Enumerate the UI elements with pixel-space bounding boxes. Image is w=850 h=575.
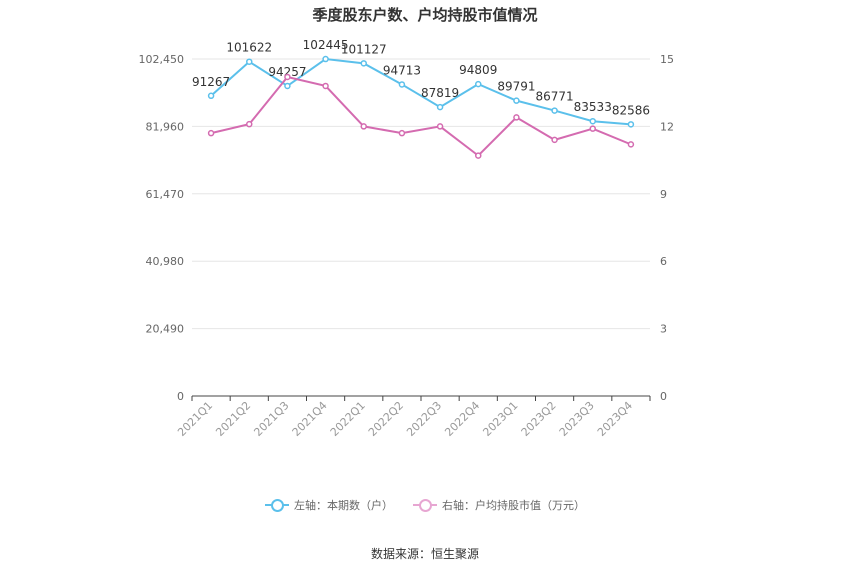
legend-right-label: 右轴：户均持股市值（万元） bbox=[442, 499, 585, 512]
series-2-point bbox=[246, 120, 253, 128]
data-label: 101127 bbox=[341, 42, 387, 56]
series-1-point bbox=[475, 80, 482, 88]
series-line-2 bbox=[210, 75, 632, 157]
series-2-point bbox=[475, 152, 482, 159]
series-2-point bbox=[284, 73, 291, 81]
series-1-point bbox=[207, 92, 215, 100]
left-axis-tick-label: 81,960 bbox=[146, 120, 185, 133]
left-axis-tick-label: 61,470 bbox=[146, 188, 185, 201]
right-axis-tick-label: 9 bbox=[660, 188, 667, 201]
legend-left-label: 左轴：本期数（户） bbox=[294, 499, 393, 512]
series-2-point bbox=[322, 82, 329, 90]
data-label: 87819 bbox=[421, 86, 459, 100]
right-axis-tick-label: 3 bbox=[660, 323, 667, 336]
legend-left-marker bbox=[265, 498, 289, 512]
left-axis-tick-label: 0 bbox=[177, 390, 184, 403]
right-axis-tick-label: 6 bbox=[660, 255, 667, 268]
data-label: 94809 bbox=[459, 63, 497, 77]
legend-item-left-series[interactable]: 左轴：本期数（户） bbox=[265, 497, 393, 513]
data-label: 83533 bbox=[574, 100, 612, 114]
x-axis-tick-label: 2023Q3 bbox=[557, 399, 597, 439]
x-axis-tick-label: 2021Q4 bbox=[290, 399, 330, 439]
left-axis-tick-label: 20,490 bbox=[146, 323, 185, 336]
series-1-point bbox=[589, 117, 596, 125]
data-label: 94713 bbox=[383, 63, 421, 77]
series-2-point bbox=[589, 125, 596, 132]
x-axis-tick-label: 2023Q4 bbox=[595, 399, 635, 439]
series-1-point bbox=[513, 97, 520, 104]
x-axis-tick-label: 2023Q1 bbox=[480, 399, 520, 439]
data-label: 102445 bbox=[303, 38, 349, 52]
series-2-point bbox=[436, 123, 444, 130]
x-axis-tick-label: 2022Q2 bbox=[366, 399, 406, 439]
series-1-point bbox=[436, 103, 444, 111]
right-axis-tick-label: 15 bbox=[660, 53, 674, 66]
x-axis-tick-label: 2022Q3 bbox=[404, 399, 444, 439]
series-1-point bbox=[398, 81, 406, 88]
left-axis-tick-label: 40,980 bbox=[146, 255, 185, 268]
legend-item-right-series[interactable]: 右轴：户均持股市值（万元） bbox=[413, 497, 585, 513]
series-2-point bbox=[513, 114, 520, 121]
x-axis-tick-label: 2021Q1 bbox=[175, 399, 215, 439]
x-axis-tick-label: 2022Q1 bbox=[328, 399, 368, 439]
data-source: 数据来源：恒生聚源 bbox=[370, 547, 479, 561]
series-2-point bbox=[207, 129, 215, 137]
legend-right-marker bbox=[413, 498, 437, 512]
data-label: 94257 bbox=[268, 65, 306, 79]
series-1-point bbox=[627, 121, 635, 128]
data-label: 89791 bbox=[497, 80, 535, 94]
series-2-point bbox=[627, 141, 635, 148]
x-axis-tick-label: 2021Q2 bbox=[213, 399, 253, 439]
series-1-point bbox=[284, 82, 291, 90]
data-label: 91267 bbox=[192, 75, 230, 89]
series-1-point bbox=[246, 58, 253, 65]
x-axis-tick-label: 2021Q3 bbox=[251, 399, 291, 439]
series-2-point bbox=[551, 136, 558, 144]
series-line-1 bbox=[210, 57, 631, 126]
data-label: 82586 bbox=[612, 103, 650, 117]
right-axis-tick-label: 0 bbox=[660, 390, 667, 403]
chart-title: 季度股东户数、户均持股市值情况 bbox=[312, 6, 538, 24]
series-1-point bbox=[360, 60, 367, 67]
data-label: 101622 bbox=[226, 41, 272, 55]
series-2-point bbox=[398, 129, 406, 137]
series-2-point bbox=[360, 123, 367, 130]
left-axis-tick-label: 102,450 bbox=[139, 53, 185, 66]
series-1-point bbox=[322, 55, 329, 63]
right-axis-tick-label: 12 bbox=[660, 120, 674, 133]
chart-legend: 左轴：本期数（户） 右轴：户均持股市值（万元） bbox=[0, 497, 850, 513]
x-axis-tick-label: 2022Q4 bbox=[442, 399, 482, 439]
series-1-point bbox=[551, 107, 558, 114]
x-axis-tick-label: 2023Q2 bbox=[519, 399, 559, 439]
data-label: 86771 bbox=[535, 90, 573, 104]
